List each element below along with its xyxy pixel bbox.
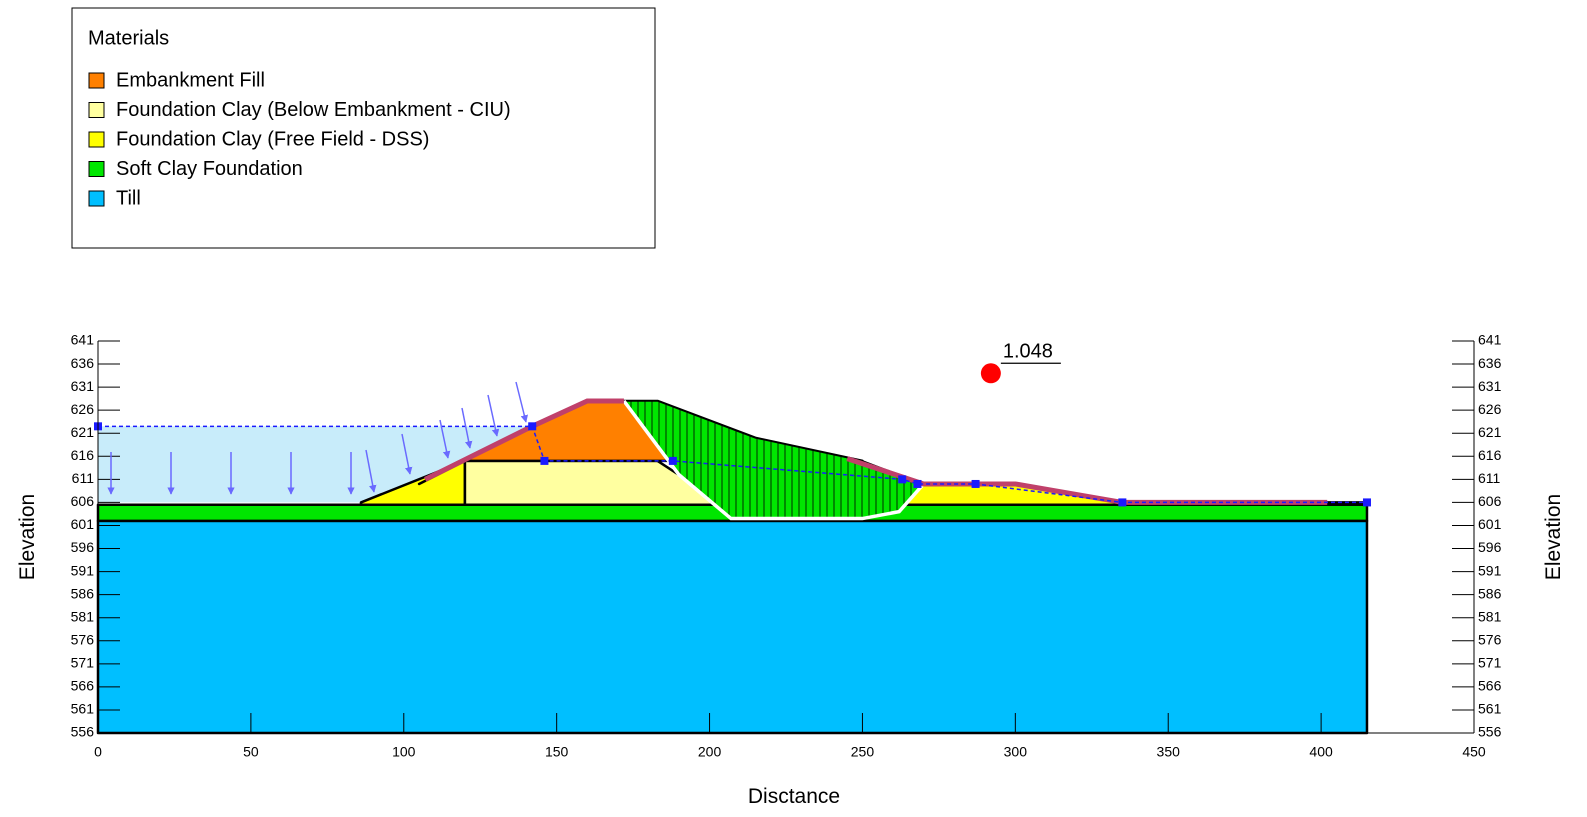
- y2-tick-label: 606: [1478, 493, 1502, 509]
- y-tick-label: 621: [71, 424, 95, 440]
- x-tick-label: 350: [1157, 744, 1181, 760]
- y-tick-label: 601: [71, 516, 95, 532]
- legend-label: Foundation Clay (Below Embankment - CIU): [116, 99, 511, 121]
- y2-tick-label: 626: [1478, 401, 1502, 417]
- y-tick-label: 626: [71, 401, 95, 417]
- x-tick-label: 300: [1004, 744, 1028, 760]
- y2-tick-label: 601: [1478, 516, 1502, 532]
- piezo-node: [668, 456, 677, 465]
- x-tick-label: 450: [1462, 744, 1486, 760]
- plot: 1.048 556 556 561 561 566 566 571 571 576 576 581 58…: [71, 332, 1502, 760]
- piezo-node: [528, 422, 537, 431]
- y-tick-label: 596: [71, 539, 95, 555]
- piezo-node: [1362, 498, 1371, 507]
- load-arrows: [107, 381, 529, 495]
- x-tick-label: 250: [851, 744, 875, 760]
- y2-tick-label: 611: [1478, 470, 1501, 486]
- piezo-node: [913, 479, 922, 488]
- x-tick-label: 100: [392, 744, 416, 760]
- y2-tick-label: 586: [1478, 585, 1502, 601]
- y-tick-label: 641: [71, 332, 95, 348]
- factor-of-safety: 1.048: [1003, 340, 1053, 362]
- y-tick-label: 586: [71, 585, 95, 601]
- y-tick-label: 561: [71, 701, 95, 717]
- y-tick-label: 606: [71, 493, 95, 509]
- slip-center: [980, 363, 1001, 384]
- y-tick-label: 631: [71, 378, 95, 394]
- y2-tick-label: 591: [1478, 562, 1502, 578]
- legend-box: [71, 7, 656, 249]
- y2-tick-label: 616: [1478, 447, 1502, 463]
- piezo-node: [540, 456, 549, 465]
- legend-label: Till: [116, 187, 141, 209]
- x-tick-label: 50: [243, 744, 259, 760]
- y2-tick-label: 581: [1478, 608, 1502, 624]
- piezo-node: [971, 479, 980, 488]
- x-tick-label: 200: [698, 744, 722, 760]
- x-axis-title: Disctance: [748, 785, 840, 808]
- y2-tick-label: 621: [1478, 424, 1502, 440]
- y2-tick-label: 556: [1478, 724, 1502, 740]
- legend-title: Materials: [88, 27, 169, 49]
- y-tick-label: 556: [71, 724, 95, 740]
- y2-tick-label: 641: [1478, 332, 1502, 348]
- y2-tick-label: 561: [1478, 701, 1502, 717]
- y-axis-title: Elevation: [16, 494, 39, 580]
- y2-tick-label: 631: [1478, 378, 1502, 394]
- y-tick-label: 591: [71, 562, 95, 578]
- y2-tick-label: 636: [1478, 355, 1502, 371]
- y-tick-label: 636: [71, 355, 95, 371]
- legend-swatch: [88, 102, 105, 118]
- y2-axis-title: Elevation: [1542, 494, 1565, 580]
- piezo-node: [1118, 498, 1127, 507]
- x-tick-label: 400: [1309, 744, 1333, 760]
- y2-tick-label: 566: [1478, 678, 1502, 694]
- legend-label: Soft Clay Foundation: [116, 158, 303, 180]
- legend-swatch: [88, 131, 105, 148]
- y-tick-label: 571: [71, 655, 95, 671]
- y-tick-label: 576: [71, 631, 95, 647]
- legend-swatch: [88, 161, 105, 177]
- x-tick-label: 0: [94, 744, 102, 760]
- material-region: [96, 519, 1369, 735]
- y-tick-label: 581: [71, 608, 95, 624]
- legend-label: Embankment Fill: [116, 69, 265, 91]
- legend-label: Foundation Clay (Free Field - DSS): [116, 128, 429, 150]
- exit-range: [846, 456, 1328, 505]
- y-tick-label: 611: [72, 470, 95, 486]
- x-tick-label: 150: [545, 744, 569, 760]
- legend-swatch: [88, 190, 105, 207]
- ponded-water: [98, 426, 533, 503]
- legend-swatch: [88, 72, 105, 89]
- legend: Materials Embankment Fill Foundation Clay…: [71, 7, 656, 249]
- y2-tick-label: 596: [1478, 539, 1502, 555]
- y2-tick-label: 576: [1478, 631, 1502, 647]
- entry-range: [424, 398, 624, 482]
- piezo-node: [898, 475, 907, 484]
- y-tick-label: 566: [71, 678, 95, 694]
- y2-tick-label: 571: [1478, 655, 1502, 671]
- y-tick-label: 616: [71, 447, 95, 463]
